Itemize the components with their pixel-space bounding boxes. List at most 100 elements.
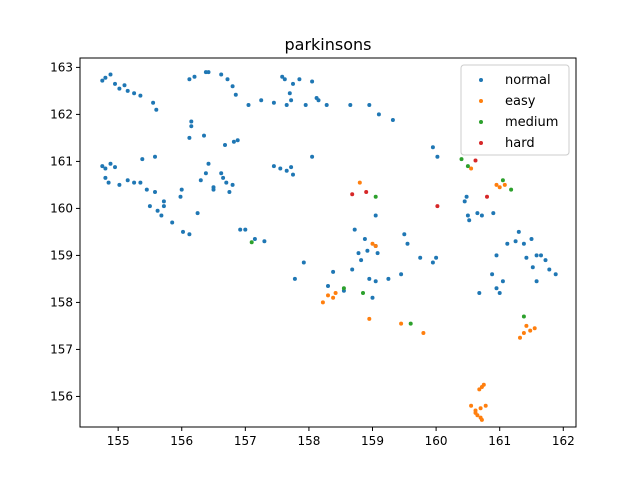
data-point-normal — [235, 138, 240, 143]
data-point-normal — [516, 229, 521, 234]
data-point-normal — [195, 211, 200, 216]
data-point-normal — [203, 171, 208, 176]
data-point-normal — [132, 91, 137, 96]
data-point-easy — [497, 185, 502, 190]
data-point-normal — [297, 77, 302, 82]
data-point-normal — [246, 103, 251, 107]
data-point-normal — [539, 253, 543, 258]
data-point-easy — [478, 406, 483, 411]
data-point-normal — [375, 251, 380, 256]
data-point-normal — [278, 166, 283, 171]
data-point-normal — [524, 255, 529, 260]
data-point-medium — [408, 321, 413, 326]
data-point-easy — [481, 382, 486, 387]
data-point-easy — [502, 182, 507, 187]
data-point-normal — [262, 239, 267, 244]
data-point-medium — [459, 157, 464, 162]
data-point-normal — [284, 168, 289, 173]
data-point-normal — [189, 124, 194, 129]
data-point-normal — [179, 187, 184, 192]
data-point-normal — [230, 182, 235, 187]
y-tick-label: 157 — [50, 342, 73, 356]
data-point-normal — [291, 81, 295, 86]
data-point-medium — [249, 240, 254, 245]
data-point-normal — [117, 86, 122, 91]
data-point-easy — [524, 323, 529, 328]
data-point-normal — [494, 253, 499, 258]
data-point-normal — [467, 218, 472, 223]
data-point-normal — [227, 190, 232, 194]
plot-frame — [79, 57, 577, 428]
data-point-normal — [287, 91, 292, 96]
data-point-easy — [331, 295, 336, 300]
data-point-normal — [153, 154, 157, 159]
y-axis: 156 157 158 159 160 161 162 163 — [50, 60, 80, 403]
legend-marker-normal — [479, 78, 483, 82]
data-point-normal — [310, 154, 315, 159]
legend-marker-hard — [479, 141, 483, 145]
data-point-easy — [479, 417, 484, 422]
data-point-easy — [370, 241, 375, 246]
data-point-normal — [140, 157, 145, 162]
legend-box — [460, 64, 570, 156]
data-point-normal — [331, 269, 336, 274]
data-point-normal — [418, 255, 423, 260]
data-point-normal — [224, 180, 229, 185]
data-point-normal — [189, 119, 194, 124]
data-point-easy — [399, 321, 404, 326]
data-point-normal — [494, 286, 499, 291]
data-point-normal — [125, 178, 130, 183]
data-point-hard — [435, 204, 440, 209]
data-point-normal — [405, 241, 410, 246]
x-tick-label: 157 — [234, 434, 257, 448]
data-point-normal — [211, 187, 216, 192]
data-point-normal — [202, 133, 206, 138]
data-point-normal — [187, 77, 192, 82]
y-tick-label: 160 — [50, 201, 73, 215]
data-point-medium — [465, 164, 470, 169]
data-point-normal — [122, 83, 127, 88]
data-point-normal — [106, 180, 111, 185]
data-point-normal — [284, 103, 289, 107]
points-layer — [100, 70, 558, 422]
data-point-normal — [350, 267, 355, 272]
data-point-normal — [100, 164, 105, 169]
data-point-normal — [464, 194, 469, 199]
legend-label-medium: medium — [505, 115, 558, 130]
data-point-normal — [192, 74, 197, 79]
data-point-normal — [161, 204, 166, 209]
data-point-normal — [367, 276, 372, 281]
chart-title: parkinsons — [285, 35, 372, 54]
data-point-normal — [521, 241, 526, 246]
data-point-easy — [477, 387, 482, 392]
data-point-normal — [497, 291, 502, 295]
data-point-normal — [402, 232, 407, 237]
data-point-normal — [170, 220, 175, 225]
data-point-normal — [434, 255, 439, 260]
data-point-normal — [117, 182, 122, 187]
data-point-normal — [326, 284, 330, 288]
data-point-normal — [475, 211, 480, 216]
data-point-normal — [301, 260, 306, 265]
data-point-normal — [219, 171, 224, 176]
data-point-normal — [138, 93, 143, 98]
data-point-easy — [473, 410, 478, 415]
data-point-normal — [155, 208, 160, 213]
x-tick-label: 158 — [297, 434, 320, 448]
data-point-normal — [282, 77, 287, 82]
x-tick-label: 160 — [425, 434, 448, 448]
data-point-normal — [386, 276, 391, 281]
x-tick-label: 162 — [552, 434, 575, 448]
data-point-normal — [144, 187, 149, 192]
data-point-normal — [147, 204, 152, 209]
data-point-easy — [518, 335, 522, 340]
data-point-easy — [333, 291, 338, 295]
data-point-normal — [479, 213, 484, 218]
data-point-normal — [534, 279, 539, 284]
data-point-normal — [547, 267, 552, 272]
data-point-normal — [367, 103, 372, 107]
data-point-normal — [376, 112, 381, 117]
data-point-normal — [252, 237, 257, 241]
data-point-normal — [477, 291, 482, 295]
